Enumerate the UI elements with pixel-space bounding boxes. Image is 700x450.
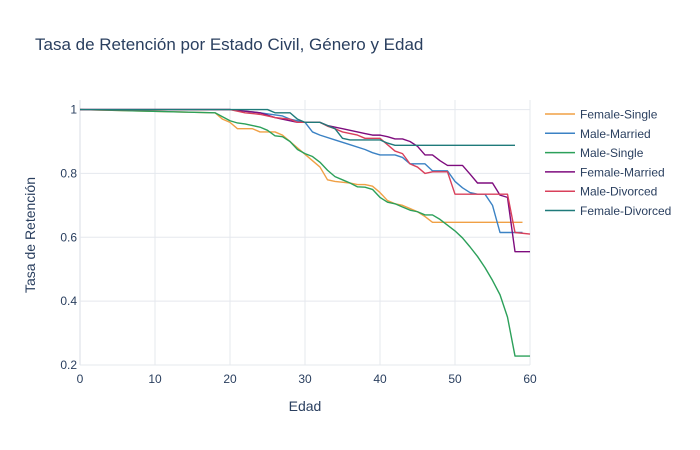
series-line-female-divorced [80, 108, 515, 147]
legend-label-female-married: Female-Married [580, 165, 665, 179]
series-line-male-single [79, 108, 530, 357]
y-axis-ticks: 0.2 0.4 0.6 0.8 1 [60, 103, 77, 372]
legend-label-female-single: Female-Single [580, 108, 658, 122]
legend-label-male-single: Male-Single [580, 146, 644, 160]
x-tick-label: 20 [223, 372, 237, 386]
y-tick-label: 0.6 [60, 230, 77, 244]
legend: Female-Single Male-Married Male-Single Fema… [545, 108, 671, 218]
x-axis-title: Edad [289, 398, 322, 414]
x-tick-label: 0 [77, 372, 84, 386]
legend-label-male-married: Male-Married [580, 127, 651, 141]
legend-label-female-divorced: Female-Divorced [580, 204, 671, 218]
y-axis-title: Tasa de Retención [22, 177, 38, 293]
series-line-male-divorced [80, 108, 531, 235]
x-tick-label: 40 [373, 372, 387, 386]
y-tick-label: 0.4 [60, 294, 77, 308]
x-tick-label: 60 [523, 372, 537, 386]
legend-label-male-divorced: Male-Divorced [580, 185, 657, 199]
x-tick-label: 30 [298, 372, 312, 386]
y-tick-label: 1 [70, 103, 77, 117]
y-tick-label: 0.8 [60, 166, 77, 180]
series-lines [79, 108, 531, 357]
x-axis-ticks: 0 10 20 30 40 50 60 [77, 372, 537, 386]
chart-title: Tasa de Retención por Estado Civil, Géne… [35, 35, 423, 54]
series-line-female-married [80, 108, 530, 253]
x-tick-label: 10 [148, 372, 162, 386]
y-tick-label: 0.2 [60, 358, 77, 372]
x-tick-label: 50 [448, 372, 462, 386]
